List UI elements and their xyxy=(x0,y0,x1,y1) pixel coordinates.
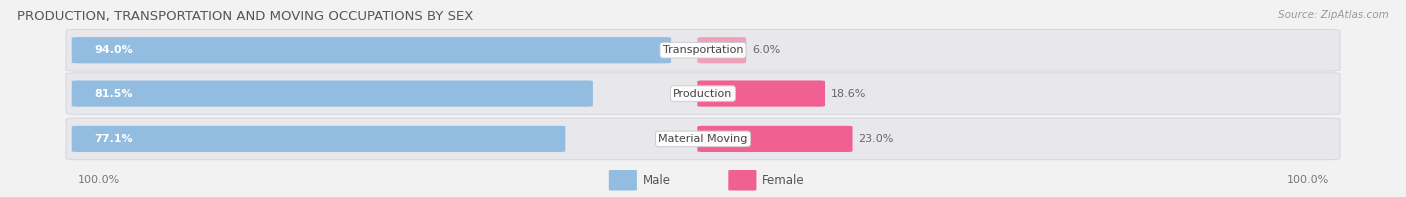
Text: Production: Production xyxy=(673,89,733,98)
Text: 77.1%: 77.1% xyxy=(94,134,132,144)
FancyBboxPatch shape xyxy=(697,37,747,63)
Text: Female: Female xyxy=(762,174,804,187)
Text: 94.0%: 94.0% xyxy=(94,45,134,55)
Text: PRODUCTION, TRANSPORTATION AND MOVING OCCUPATIONS BY SEX: PRODUCTION, TRANSPORTATION AND MOVING OC… xyxy=(17,10,474,23)
FancyBboxPatch shape xyxy=(609,170,637,190)
Text: Male: Male xyxy=(643,174,671,187)
FancyBboxPatch shape xyxy=(72,126,565,152)
Text: 18.6%: 18.6% xyxy=(831,89,866,98)
Text: 100.0%: 100.0% xyxy=(1286,175,1329,185)
Text: Source: ZipAtlas.com: Source: ZipAtlas.com xyxy=(1278,10,1389,20)
FancyBboxPatch shape xyxy=(72,37,671,63)
FancyBboxPatch shape xyxy=(66,73,1340,114)
FancyBboxPatch shape xyxy=(728,170,756,190)
FancyBboxPatch shape xyxy=(66,29,1340,71)
Text: 81.5%: 81.5% xyxy=(94,89,132,98)
Text: Transportation: Transportation xyxy=(662,45,744,55)
FancyBboxPatch shape xyxy=(72,80,593,107)
Text: 100.0%: 100.0% xyxy=(77,175,120,185)
Text: 6.0%: 6.0% xyxy=(752,45,780,55)
FancyBboxPatch shape xyxy=(66,118,1340,160)
FancyBboxPatch shape xyxy=(697,80,825,107)
Text: Material Moving: Material Moving xyxy=(658,134,748,144)
FancyBboxPatch shape xyxy=(697,126,852,152)
Text: 23.0%: 23.0% xyxy=(858,134,894,144)
